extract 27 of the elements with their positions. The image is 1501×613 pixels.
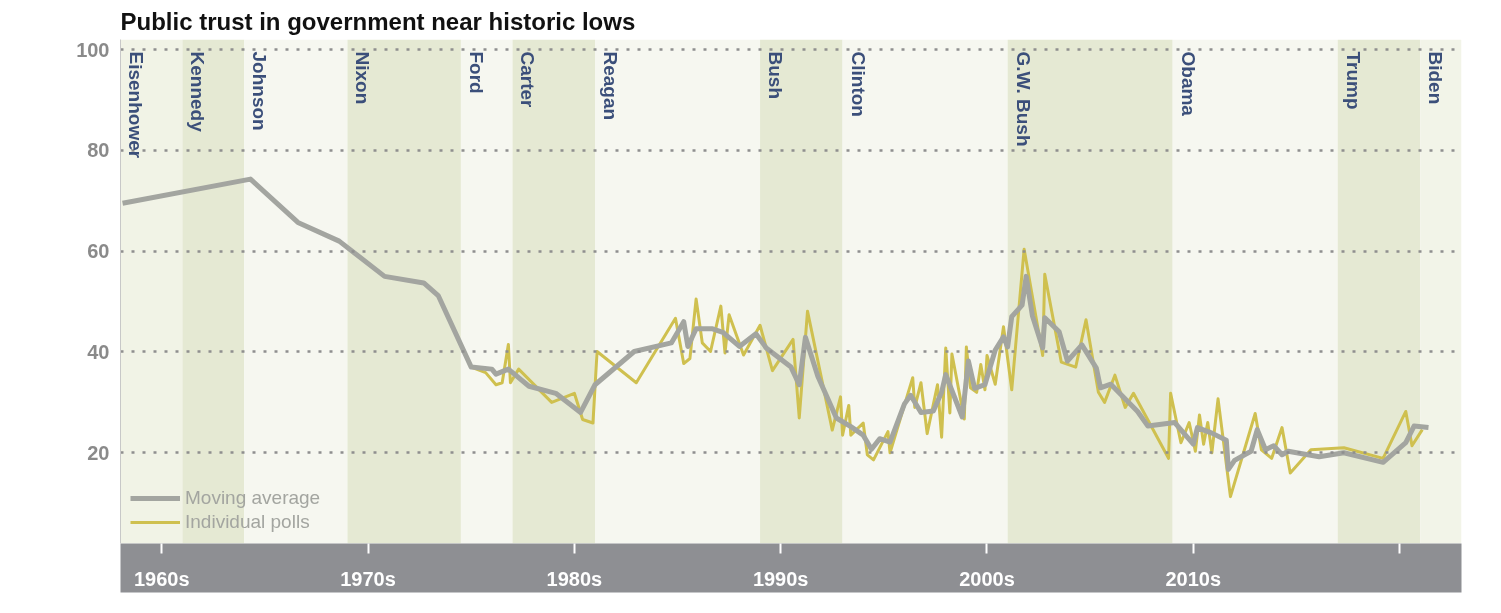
y-tick-label: 100 xyxy=(76,38,110,61)
band-label: Nixon xyxy=(352,51,374,105)
band-label: Ford xyxy=(465,51,487,94)
x-tick-label: 2010s xyxy=(1165,567,1222,590)
y-tick-label: 80 xyxy=(87,139,110,162)
band-label: Johnson xyxy=(249,51,271,131)
legend-label: Individual polls xyxy=(185,511,310,533)
x-tick-label: 1990s xyxy=(752,567,809,590)
y-tick-label: 60 xyxy=(87,240,110,263)
chart-title: Public trust in government near historic lows xyxy=(120,7,636,35)
x-tick-label: 1960s xyxy=(133,567,190,590)
legend-label: Moving average xyxy=(185,487,321,509)
x-tick-label: 2000s xyxy=(959,567,1015,590)
band-label: Bush xyxy=(765,51,787,99)
band-label: Obama xyxy=(1177,51,1199,117)
band-label: Trump xyxy=(1342,51,1364,110)
band-label: Biden xyxy=(1425,51,1447,105)
x-tick-label: 1980s xyxy=(546,567,603,590)
y-tick-label: 40 xyxy=(87,340,110,363)
band-label: Eisenhower xyxy=(125,51,147,159)
band-label: Carter xyxy=(517,51,539,109)
band-label: G.W. Bush xyxy=(1012,51,1034,147)
x-tick-label: 1970s xyxy=(340,567,396,590)
band-label: Kennedy xyxy=(187,51,209,133)
band-label: Clinton xyxy=(847,51,869,117)
band-label: Reagan xyxy=(600,51,622,121)
y-tick-label: 20 xyxy=(87,441,110,464)
